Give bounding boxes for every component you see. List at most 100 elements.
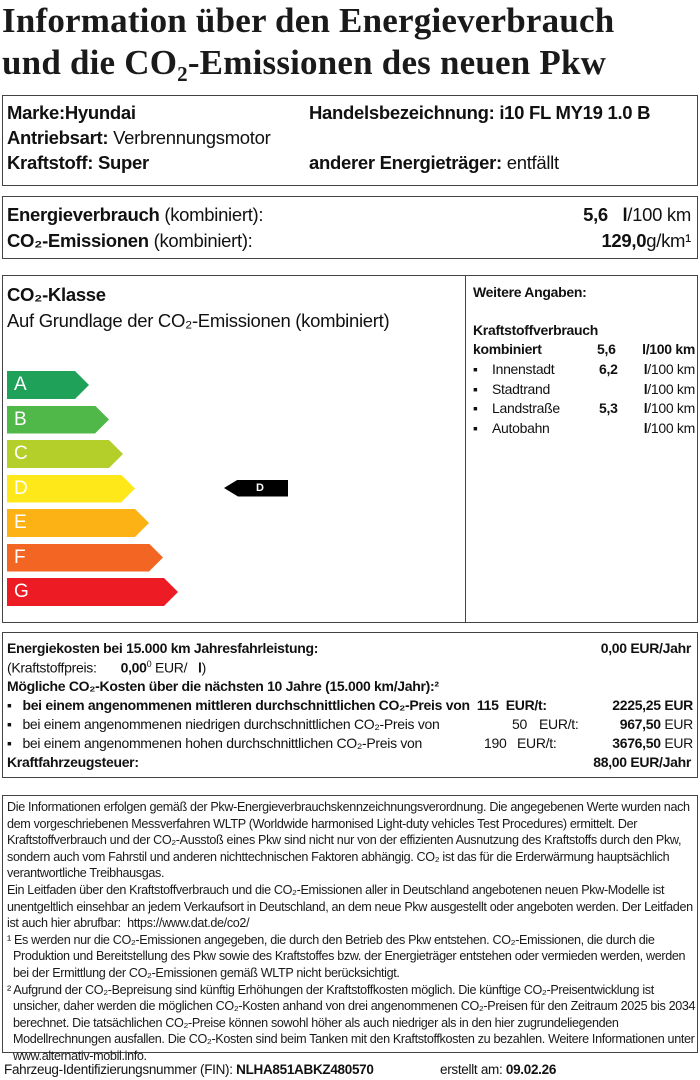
fuel-price-unit: EUR/	[154, 659, 188, 676]
further-heading: Weitere Angaben:	[473, 284, 587, 300]
created-label: erstellt am:	[440, 1062, 503, 1077]
drive-label: Antriebsart:	[7, 127, 109, 148]
bullet-icon: ▪	[473, 419, 478, 436]
costs-box: Energiekosten bei 15.000 km Jahresfahrle…	[2, 632, 698, 778]
mid-unit: EUR/t:	[505, 697, 547, 713]
bullet-icon: ▪	[473, 380, 478, 397]
consumption-item-label: Landstraße	[492, 400, 560, 416]
current-class-marker: D	[224, 479, 288, 497]
consumption-box: Energieverbrauch (kombiniert): 5,6 l/100…	[2, 196, 698, 259]
unit-l: l	[643, 400, 648, 416]
bullet-icon: ▪	[473, 361, 478, 377]
co2-class-letter: A	[14, 374, 27, 395]
consumption-item: ▪ Innenstadt 6,2 l/100 km	[473, 361, 695, 377]
energy-suffix: (kombiniert):	[164, 204, 264, 225]
co2-cost-high: ▪ bei einem angenommenen hohen durchschn…	[7, 735, 693, 751]
co2-cost-low: ▪ bei einem angenommenen niedrigen durch…	[7, 716, 693, 732]
co2-class-subheading: Auf Grundlage der CO₂-Emissionen (kombin…	[7, 310, 390, 331]
co2-cost-heading: Mögliche CO₂-Kosten über die nächsten 10…	[7, 678, 439, 694]
energy-value: 5,6	[583, 204, 608, 225]
energy-cost-label: Energiekosten bei 15.000 km Jahresfahrle…	[7, 640, 319, 656]
co2-unit: g/km¹	[646, 230, 691, 251]
tax-label: Kraftfahrzeugsteuer:	[7, 754, 139, 770]
low-label: bei einem angenommenen niedrigen durchsc…	[22, 716, 440, 732]
consumption-item: ▪ Stadtrand l/100 km	[473, 381, 695, 397]
co2-class-letter: C	[14, 443, 28, 464]
mid-value: 2225,25 EUR	[612, 697, 693, 713]
low-currency: EUR	[664, 716, 693, 732]
footer: Fahrzeug-Identifizierungsnummer (FIN): N…	[4, 1062, 374, 1077]
mid-label: bei einem angenommenen mittleren durchsc…	[22, 697, 470, 713]
notes-box: Die Informationen erfolgen gemäß der Pkw…	[2, 795, 698, 1063]
notes-paragraph-2: Ein Leitfaden über den Kraftstoffverbrau…	[7, 882, 693, 931]
high-unit: EUR/t:	[517, 735, 557, 751]
high-value: 3676,50	[612, 735, 661, 751]
divider	[465, 276, 466, 622]
fuel-heading: Kraftstoffverbrauch	[473, 322, 598, 338]
co2-class-bar-b: B	[7, 405, 109, 434]
co2-class-box: CO₂-Klasse Auf Grundlage der CO₂-Emissio…	[2, 275, 698, 623]
co2-class-bar-c: C	[7, 440, 123, 468]
consumption-item-label: Innenstadt	[492, 361, 555, 377]
co2-class-letter: G	[14, 581, 29, 602]
co2-class-letter: E	[14, 512, 27, 533]
other-energy-value: entfällt	[506, 152, 559, 173]
energy-unit-l: l	[622, 204, 628, 225]
mid-price: 115	[476, 697, 499, 713]
footnote-2: ² Aufgrund der CO₂-Bepreisung sind künft…	[7, 982, 696, 1063]
vehicle-info-box: Marke:Hyundai Handelsbezeichnung: i10 FL…	[2, 95, 698, 186]
consumption-item-unit: /100 km	[647, 400, 695, 416]
title-line-1: Information über den Energieverbrauch	[2, 1, 615, 40]
tax-value: 88,00 EUR/Jahr	[593, 754, 691, 770]
unit-l: l	[643, 361, 648, 377]
co2-label: CO₂-Emissionen	[7, 230, 149, 251]
co2-value: 129,0	[601, 230, 647, 251]
notes-paragraph-1: Die Informationen erfolgen gemäß der Pkw…	[7, 800, 690, 881]
fuel-price-sup: 0	[146, 659, 152, 669]
bullet-icon: ▪	[473, 400, 478, 416]
guide-link[interactable]: https://www.dat.de/co2/	[127, 916, 250, 931]
co2-class-bar-f: F	[7, 543, 163, 572]
high-label: bei einem angenommenen hohen durchschnit…	[22, 735, 423, 751]
consumption-item: ▪ Autobahn l/100 km	[473, 420, 695, 436]
low-value: 967,50	[619, 716, 661, 732]
consumption-item-unit: /100 km	[647, 419, 695, 436]
co2-class-bar-a: A	[7, 371, 89, 399]
high-currency: EUR	[664, 735, 693, 751]
trade-name-value: i10 FL MY19 1.0 B	[499, 102, 651, 123]
consumption-item-unit: /100 km	[647, 380, 695, 397]
title-line-2: und die CO₂-Emissionen des neuen Pkw	[2, 43, 607, 82]
other-energy-label: anderer Energieträger:	[309, 152, 502, 173]
consumption-item-value: 5,3	[599, 400, 618, 416]
energy-label: Energieverbrauch	[7, 204, 160, 225]
consumption-item-label: Autobahn	[492, 419, 550, 436]
co2-class-bar-d: D	[7, 474, 135, 503]
co2-class-letter: B	[14, 408, 27, 430]
footnote-1: ¹ Es werden nur die CO₂-Emissionen angeg…	[7, 932, 686, 980]
combined-label: kombiniert	[473, 341, 542, 357]
created-value: 09.02.26	[505, 1062, 557, 1077]
consumption-item-value: 6,2	[599, 361, 618, 377]
combined-unit: l/100 km	[642, 341, 695, 357]
co2-cost-mid: ▪ bei einem angenommenen mittleren durch…	[7, 697, 693, 713]
consumption-item-label: Stadtrand	[492, 380, 551, 397]
high-price: 190	[484, 735, 507, 751]
brand-value: Hyundai	[64, 102, 136, 123]
co2-suffix: (kombiniert):	[153, 230, 253, 251]
brand-label: Marke:	[7, 102, 65, 123]
fin-value: NLHA851ABKZ480570	[236, 1062, 374, 1077]
fin-label: Fahrzeug-Identifizierungsnummer (FIN):	[4, 1062, 233, 1077]
fuel-label: Kraftstoff:	[7, 152, 94, 173]
fuel-price-close: )	[201, 659, 207, 676]
low-price: 50	[512, 716, 527, 732]
unit-l: l	[643, 419, 648, 436]
fuel-price-unit-l: l	[197, 659, 202, 676]
co2-class-bar-e: E	[7, 509, 149, 537]
fuel-value: Super	[97, 152, 149, 173]
co2-class-bar-g: G	[7, 578, 178, 606]
current-class-label: D	[256, 481, 264, 494]
co2-class-letter: F	[14, 546, 26, 568]
consumption-item-unit: /100 km	[647, 361, 695, 377]
unit-l: l	[643, 380, 648, 397]
co2-class-letter: D	[14, 477, 28, 499]
